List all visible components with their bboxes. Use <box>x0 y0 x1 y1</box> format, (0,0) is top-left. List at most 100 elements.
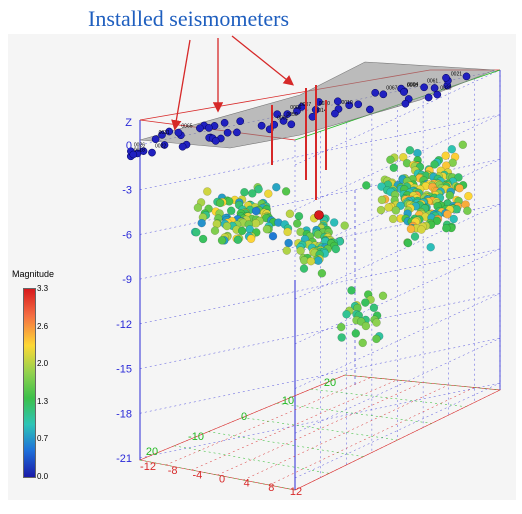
station-label: 0067 <box>386 85 397 91</box>
x-tick-label: -12 <box>140 461 156 473</box>
station-point <box>331 109 339 118</box>
station-points: 0001000400060007001000140018002000210022… <box>126 72 471 161</box>
colorbar-title: Magnitude <box>12 269 55 279</box>
event-point <box>369 303 379 313</box>
floor-y-gridline <box>174 445 330 474</box>
station-point <box>462 72 471 81</box>
event-point <box>361 321 371 331</box>
event-point <box>442 223 451 233</box>
event-point <box>455 183 464 193</box>
station-label: 0020 <box>440 86 451 92</box>
x-tick-label: -4 <box>192 469 202 481</box>
station-point <box>236 117 245 126</box>
z-tick-label: -3 <box>122 185 132 197</box>
event-point <box>413 148 422 158</box>
station-point <box>129 150 138 159</box>
station-point <box>442 73 450 82</box>
event-point <box>254 185 263 194</box>
z-tick-label: -21 <box>116 453 132 465</box>
event-point <box>329 218 339 227</box>
station-point <box>430 84 439 92</box>
event-point <box>410 232 420 241</box>
colorbar-tick-label: 0.0 <box>37 472 49 481</box>
event-point <box>314 256 323 265</box>
floor-y-gridline <box>208 431 364 457</box>
event-point <box>292 219 302 228</box>
z-gridline <box>139 382 501 459</box>
event-point <box>246 234 256 244</box>
y-tick-label-front: 20 <box>146 446 158 458</box>
event-point <box>210 226 220 235</box>
station-point <box>205 124 213 132</box>
station-point <box>371 88 380 97</box>
event-point <box>192 228 201 237</box>
station-point <box>223 128 232 137</box>
z-tick-label: -9 <box>122 274 132 286</box>
station-point <box>139 147 148 155</box>
magnitude-colorbar <box>23 288 36 478</box>
annotation-arrow <box>231 35 295 86</box>
station-point <box>148 148 156 157</box>
station-point <box>366 105 374 114</box>
event-point <box>351 329 361 338</box>
station-label: 0001 <box>277 116 288 122</box>
station-point <box>220 118 229 127</box>
z-tick-label: -15 <box>116 364 132 376</box>
event-point <box>464 191 473 201</box>
station-point <box>211 137 220 145</box>
event-point <box>272 182 281 192</box>
event-point <box>264 189 273 198</box>
station-point <box>257 121 266 130</box>
colorbar-tick-label: 3.3 <box>37 284 49 293</box>
event-point <box>251 206 261 216</box>
station-label: 0050 <box>287 112 298 118</box>
event-point <box>441 151 450 160</box>
station-point <box>333 97 342 106</box>
event-point <box>386 155 395 165</box>
event-point <box>406 224 416 234</box>
event-point <box>405 146 415 155</box>
colorbar-tick-label: 2.6 <box>37 321 49 331</box>
event-point <box>317 269 327 278</box>
event-point <box>377 195 387 205</box>
event-point <box>285 209 295 219</box>
z-gridline <box>139 114 501 190</box>
event-point <box>377 182 386 191</box>
x-tick-label: 12 <box>290 486 302 498</box>
station-point <box>196 124 204 133</box>
station-point <box>233 128 241 137</box>
y-tick-label: -10 <box>188 431 204 443</box>
annotation-arrows <box>171 35 327 200</box>
y-tick-label: 0 <box>241 411 247 423</box>
station-label: 0065 <box>181 124 192 130</box>
event-point <box>215 198 225 208</box>
event-point <box>372 318 381 327</box>
floor-y-gridline <box>344 374 501 391</box>
station-point <box>401 99 410 108</box>
event-point <box>268 231 278 241</box>
station-label: 0026 <box>134 142 145 148</box>
station-label: 0068 <box>407 83 418 89</box>
event-point <box>417 225 426 234</box>
event-point <box>299 264 309 273</box>
station-label: 0031 <box>159 130 170 136</box>
x-tick-label: 0 <box>219 474 225 486</box>
station-label: 0030 <box>319 101 330 107</box>
event-point <box>282 246 292 255</box>
event-point <box>296 246 305 255</box>
y-tick-label: 20 <box>324 377 336 389</box>
colorbar-tick-label: 1.3 <box>37 396 49 406</box>
z-tick-label: -6 <box>122 229 132 241</box>
event-point <box>378 291 388 301</box>
event-point <box>237 226 247 236</box>
z-gridline <box>139 338 501 414</box>
axis-labels: 0 -3 -6 -9 -12 -15 -18 -21 Z -12 -8 -4 0 4 8 12 -10 0 10 20… <box>116 117 336 498</box>
z-gridline <box>139 248 501 325</box>
station-point <box>420 83 428 92</box>
event-point <box>217 236 227 245</box>
floor-y-gridline <box>242 417 398 441</box>
z-tick-label: -12 <box>116 319 132 331</box>
floor-y-gridline <box>276 403 432 424</box>
installed-seismometers-title: Installed seismometers <box>88 6 290 31</box>
